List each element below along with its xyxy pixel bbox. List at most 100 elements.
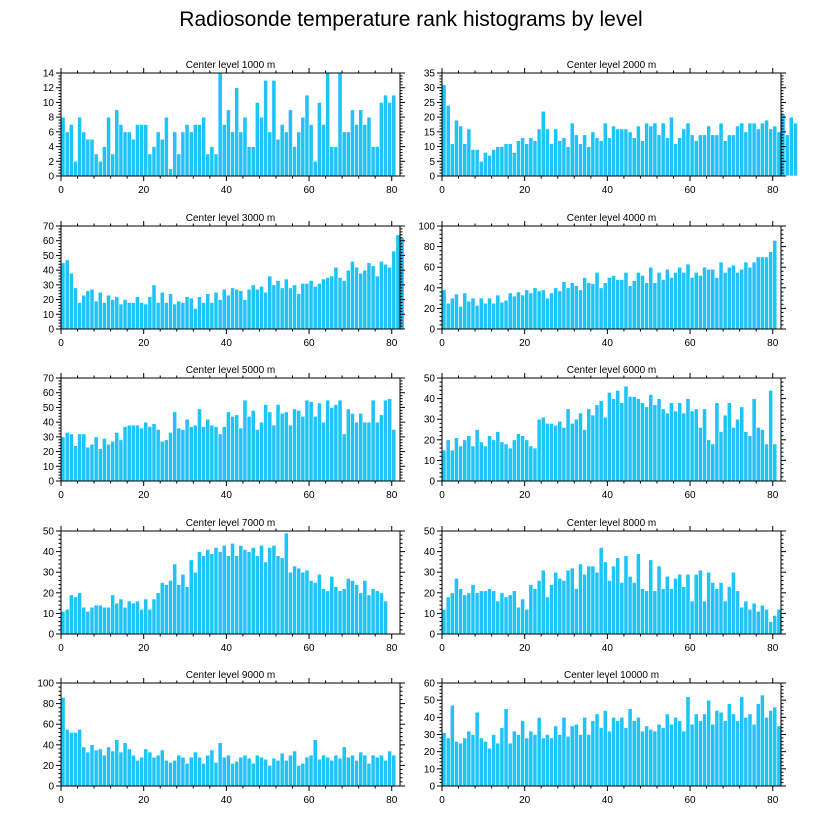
bar-7 [470,297,476,330]
bar-52 [656,565,662,635]
bar-2 [68,433,74,482]
bar-22 [151,146,157,177]
bar-77 [379,754,384,787]
bar-67 [718,122,724,177]
bar-77 [760,429,765,482]
bar-51 [652,590,658,635]
bar-63 [321,588,326,635]
bar-17 [511,730,517,787]
bar-25 [164,116,169,177]
bar-11 [487,747,492,787]
y-tick-label: 0 [48,172,54,183]
bar-31 [188,559,194,635]
bar-10 [102,438,107,482]
plot-frame [60,377,401,482]
bar-79 [387,266,393,330]
bar-4 [458,588,463,635]
bar-24 [540,110,546,177]
bar-21 [528,730,534,787]
bar-60 [689,723,695,787]
bar-32 [192,424,198,482]
bar-14 [118,598,124,635]
bar-69 [345,131,351,177]
bar-70 [731,264,736,330]
y-tick-label: 0 [48,630,54,641]
bar-77 [760,122,765,177]
bar-45 [627,708,633,787]
bar-25 [545,734,550,787]
bar-44 [242,754,248,787]
bar-56 [673,717,678,787]
y-tick-label: 25 [424,98,436,109]
bar-53 [279,752,285,787]
bar-20 [143,124,149,177]
plot-frame [441,377,782,482]
bar-20 [143,303,149,330]
y-tick-label: 15 [424,127,436,138]
bar-78 [764,119,769,177]
bar-75 [751,122,757,177]
y-tick-label: 30 [43,568,55,579]
bar-50 [267,547,273,635]
bar-46 [631,396,637,482]
bar-25 [545,423,550,482]
bar-21 [147,751,153,787]
bar-10 [102,606,107,635]
bar-32 [573,285,579,330]
bar-70 [350,109,355,177]
bar-65 [329,146,335,177]
bar-48 [640,588,645,635]
bar-26 [168,432,173,482]
bar-18 [135,759,140,787]
bar-60 [689,410,695,482]
bar-20 [524,143,530,177]
bar-33 [197,124,202,177]
y-tick-label: 100 [37,679,54,690]
bar-68 [341,280,347,330]
bar-74 [366,421,372,482]
bar-24 [540,737,546,787]
bar-60 [308,580,314,635]
bar-80 [772,125,778,177]
bar-31 [188,756,194,787]
bar-14 [118,303,124,330]
bar-55 [669,588,674,635]
bar-39 [221,124,227,177]
bar-35 [586,146,592,177]
bar-75 [370,754,376,787]
bar-2 [68,272,74,330]
bar-46 [250,146,256,177]
bar-49 [644,282,650,330]
x-tick-label: 20 [519,643,531,654]
x-tick-label: 60 [303,185,315,196]
bar-21 [147,608,153,635]
bar-59 [304,283,310,330]
bar-30 [184,296,190,330]
bar-76 [374,590,380,635]
bar-25 [164,302,169,330]
bar-40 [226,109,231,177]
bar-51 [652,282,658,330]
bar-47 [635,272,641,330]
bar-11 [106,443,111,482]
y-tick-label: 10 [43,310,55,321]
bar-67 [337,399,343,482]
y-tick-label: 20 [424,588,436,599]
bar-66 [714,134,720,177]
bar-75 [751,723,757,787]
bar-13 [495,294,501,330]
bar-72 [358,109,364,177]
bar-64 [325,756,331,787]
bar-17 [511,152,517,177]
bar-35 [586,565,592,635]
bar-44 [623,272,629,330]
bar-53 [279,413,285,482]
bar-14 [118,124,124,177]
bar-76 [755,703,761,787]
bar-61 [693,713,699,787]
bar-1 [445,439,451,482]
bar-60 [308,401,314,482]
bar-50 [267,131,273,177]
bar-46 [250,763,256,787]
bar-45 [246,551,252,635]
